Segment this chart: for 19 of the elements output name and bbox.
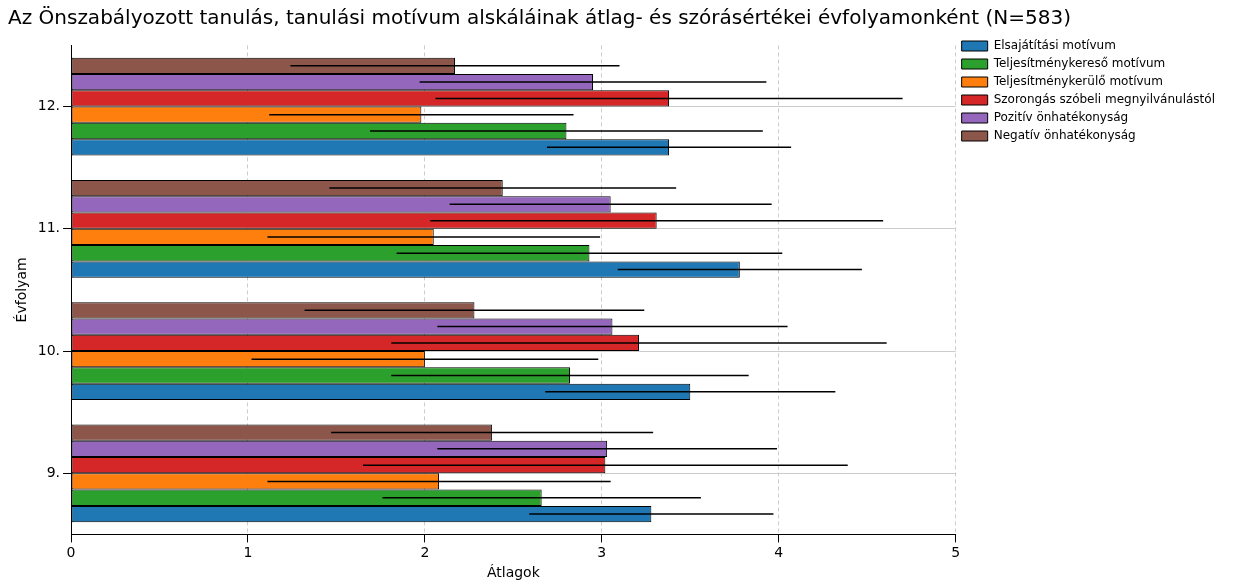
- legend-label: Szorongás szóbeli megnyilvánulástól: [993, 92, 1216, 107]
- legend-label: Negatív önhatékonyság: [993, 128, 1136, 143]
- y-tick-label: 12.: [37, 97, 61, 114]
- y-tick-label: 10.: [37, 341, 61, 358]
- legend-label: Pozitív önhatékonyság: [993, 110, 1129, 125]
- y-axis-title: Évfolyam: [13, 257, 30, 323]
- legend-label: Teljesítménykerülő motívum: [992, 74, 1163, 89]
- x-tick-label: 4: [774, 544, 784, 561]
- legend-label: Elsajátítási motívum: [993, 38, 1116, 53]
- x-tick-label: 5: [951, 544, 961, 561]
- chart-title: Az Önszabályozott tanulás, tanulási motívum alskáláinak átlag- és szórásértékei évfolyamonként (N=583): [7, 4, 1072, 31]
- x-tick-label: 1: [243, 544, 253, 561]
- x-tick-label: 2: [420, 544, 430, 561]
- y-tick-label: 11.: [37, 219, 61, 236]
- x-tick-label: 0: [66, 544, 76, 561]
- legend-label: Teljesítménykereső motívum: [992, 56, 1166, 71]
- y-tick-label: 9.: [46, 463, 61, 480]
- x-axis-title: Átlagok: [486, 564, 541, 581]
- x-tick-label: 3: [597, 544, 607, 561]
